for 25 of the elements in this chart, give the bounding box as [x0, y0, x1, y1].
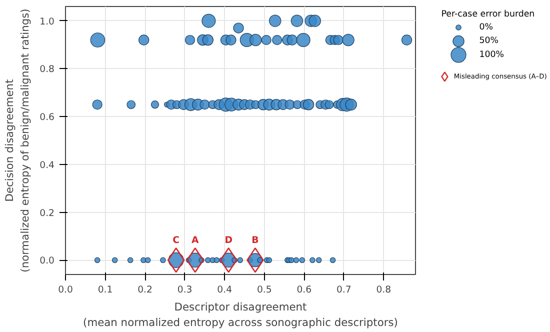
annotation: A	[192, 235, 200, 246]
x-tick-label: 0.8	[376, 284, 392, 296]
y-tick-label: 0.2	[40, 208, 55, 219]
x-tick-label: 0.0	[58, 284, 73, 296]
y-tick-label: 1.0	[40, 16, 55, 28]
legend-label: 50%	[479, 36, 498, 46]
y-tick-label: 0.0	[40, 256, 55, 267]
annotation: C	[172, 235, 180, 246]
y-axis-title: Decision disagreement (normalized entropy of benign/malignant ratings)	[3, 8, 32, 272]
x-tick-label: 0.1	[98, 284, 113, 296]
legend-label: 0%	[479, 22, 493, 32]
y-tick-label: 0.6	[40, 112, 55, 124]
legend-title: Per-case error burden	[441, 10, 535, 20]
y-tick-label: 0.8	[40, 64, 55, 76]
x-axis-title: Descriptor disagreement (mean normalized entropy across sonographic descriptors)	[83, 300, 398, 330]
x-tick-label: 0.4	[217, 284, 232, 296]
x-tick-label: 0.2	[138, 284, 152, 296]
x-tick-label: 0.5	[256, 284, 272, 296]
y-tick-label: 0.4	[40, 160, 55, 171]
x-tick-label: 0.7	[336, 284, 352, 296]
x-tick-label: 0.3	[177, 284, 192, 296]
legend-label: 100%	[479, 50, 504, 60]
x-tick-label: 0.6	[296, 284, 312, 296]
annotation: B	[252, 235, 259, 246]
annotation: D	[224, 235, 233, 246]
